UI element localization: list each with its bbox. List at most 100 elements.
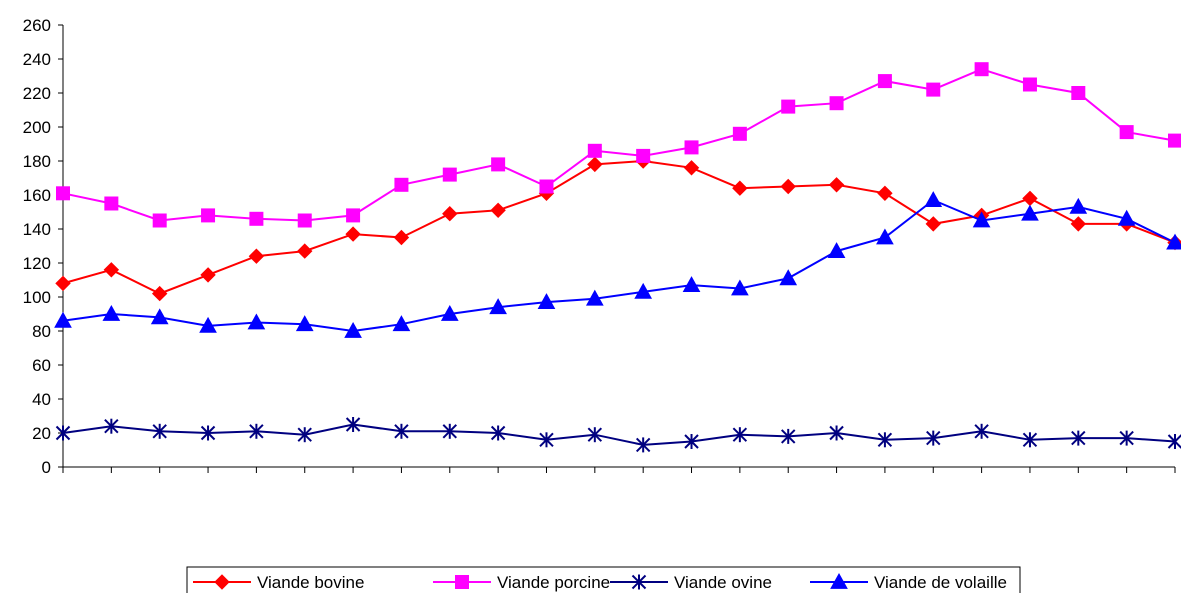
data-point-viande-porcine bbox=[684, 140, 699, 155]
data-point-viande-ovine bbox=[635, 437, 651, 453]
data-point-viande-bovine bbox=[200, 267, 216, 283]
data-point-viande-ovine bbox=[394, 423, 409, 439]
legend-label: Viande ovine bbox=[674, 573, 772, 592]
data-point-viande-bovine bbox=[732, 180, 748, 196]
data-point-viande-ovine bbox=[1071, 430, 1086, 446]
data-point-viande-bovine bbox=[393, 229, 410, 246]
data-point-viande-ovine bbox=[829, 425, 844, 441]
data-point-viande-porcine bbox=[974, 62, 989, 77]
y-tick-label: 200 bbox=[23, 118, 51, 137]
data-point-viande-de-volaille bbox=[537, 293, 556, 309]
data-point-viande-de-volaille bbox=[150, 308, 169, 325]
data-point-viande-porcine bbox=[297, 213, 312, 228]
data-point-viande-ovine bbox=[926, 430, 941, 446]
legend: Viande bovine Viande porcine Viande ovine V… bbox=[186, 566, 1021, 593]
data-point-viande-porcine bbox=[442, 167, 457, 182]
data-point-viande-porcine bbox=[1119, 125, 1134, 140]
series-line-viande-ovine bbox=[62, 423, 1176, 446]
data-point-viande-bovine bbox=[345, 226, 361, 242]
y-tick-label: 160 bbox=[23, 186, 51, 205]
data-point-viande-de-volaille bbox=[247, 313, 266, 330]
data-point-viande-porcine bbox=[201, 208, 216, 223]
data-point-viande-de-volaille bbox=[392, 315, 411, 332]
y-tick-label: 240 bbox=[23, 50, 51, 69]
data-point-viande-ovine bbox=[490, 425, 506, 441]
series-viande-porcine bbox=[56, 62, 1181, 228]
data-point-viande-ovine bbox=[732, 427, 748, 443]
series-line-viande-porcine bbox=[62, 68, 1176, 222]
data-point-viande-porcine bbox=[394, 177, 409, 192]
legend-entry-viande-ovine: Viande ovine bbox=[610, 573, 772, 592]
y-tick-label: 180 bbox=[23, 152, 51, 171]
data-point-viande-bovine bbox=[925, 216, 941, 232]
series-line-viande-bovine bbox=[62, 159, 1176, 295]
data-point-viande-porcine bbox=[1071, 86, 1086, 100]
series-viande-ovine bbox=[55, 417, 1181, 453]
legend-marker bbox=[830, 572, 848, 589]
data-point-viande-bovine bbox=[490, 202, 506, 219]
y-tick-label: 20 bbox=[32, 424, 51, 443]
legend-entry-viande-de-volaille: Viande de volaille bbox=[810, 572, 1007, 592]
legend-label: Viande bovine bbox=[257, 573, 364, 592]
data-point-viande-porcine bbox=[152, 213, 167, 228]
data-point-viande-bovine bbox=[248, 248, 265, 264]
data-point-viande-de-volaille bbox=[924, 191, 943, 207]
legend-entry-viande-porcine: Viande porcine bbox=[433, 573, 610, 592]
data-point-viande-de-volaille bbox=[1166, 233, 1181, 250]
data-point-viande-de-volaille bbox=[489, 298, 507, 315]
data-point-viande-de-volaille bbox=[344, 321, 362, 338]
data-point-viande-ovine bbox=[249, 423, 264, 439]
data-point-viande-porcine bbox=[104, 196, 119, 211]
data-point-viande-de-volaille bbox=[972, 211, 991, 228]
data-point-viande-porcine bbox=[732, 126, 747, 141]
plot-area bbox=[54, 62, 1181, 453]
y-tick-label: 40 bbox=[32, 390, 51, 409]
data-point-viande-porcine bbox=[877, 74, 892, 89]
data-point-viande-bovine bbox=[683, 160, 700, 176]
y-tick-label: 80 bbox=[32, 322, 51, 341]
data-point-viande-de-volaille bbox=[731, 279, 749, 296]
y-tick-label: 140 bbox=[23, 220, 51, 239]
data-point-viande-ovine bbox=[974, 423, 989, 439]
data-point-viande-ovine bbox=[684, 434, 699, 449]
legend-entry-viande-bovine: Viande bovine bbox=[193, 573, 364, 592]
data-point-viande-de-volaille bbox=[295, 315, 314, 332]
data-point-viande-ovine bbox=[55, 425, 71, 441]
data-point-viande-bovine bbox=[442, 205, 458, 222]
data-point-viande-porcine bbox=[587, 143, 602, 158]
data-point-viande-ovine bbox=[152, 423, 167, 439]
data-point-viande-porcine bbox=[249, 211, 264, 226]
data-point-viande-porcine bbox=[926, 82, 941, 97]
data-point-viande-bovine bbox=[1070, 216, 1087, 232]
data-point-viande-de-volaille bbox=[634, 282, 653, 299]
y-tick-label: 60 bbox=[32, 356, 51, 375]
data-point-viande-de-volaille bbox=[1117, 209, 1136, 226]
y-tick-label: 120 bbox=[23, 254, 51, 273]
data-point-viande-bovine bbox=[55, 275, 71, 292]
data-point-viande-de-volaille bbox=[876, 228, 894, 245]
series-viande-bovine bbox=[55, 153, 1181, 302]
data-point-viande-de-volaille bbox=[779, 269, 798, 286]
data-point-viande-de-volaille bbox=[102, 304, 121, 321]
data-point-viande-de-volaille bbox=[682, 276, 701, 292]
data-point-viande-porcine bbox=[491, 157, 506, 172]
data-point-viande-porcine bbox=[829, 96, 844, 111]
data-point-viande-bovine bbox=[780, 178, 796, 195]
data-point-viande-porcine bbox=[346, 208, 361, 223]
legend-label: Viande de volaille bbox=[874, 573, 1007, 592]
data-point-viande-ovine bbox=[781, 428, 796, 444]
data-point-viande-bovine bbox=[103, 262, 120, 278]
legend-marker bbox=[631, 574, 647, 590]
data-point-viande-bovine bbox=[587, 156, 603, 173]
data-point-viande-de-volaille bbox=[54, 311, 72, 328]
data-point-viande-ovine bbox=[297, 427, 312, 443]
series-line-viande-de-volaille bbox=[62, 198, 1176, 333]
data-point-viande-porcine bbox=[636, 148, 651, 163]
data-point-viande-bovine bbox=[877, 185, 893, 202]
y-tick-label: 0 bbox=[42, 458, 51, 477]
legend-label: Viande porcine bbox=[497, 573, 610, 592]
data-point-viande-bovine bbox=[297, 243, 313, 259]
data-point-viande-ovine bbox=[1119, 430, 1134, 446]
legend-marker bbox=[214, 574, 230, 590]
